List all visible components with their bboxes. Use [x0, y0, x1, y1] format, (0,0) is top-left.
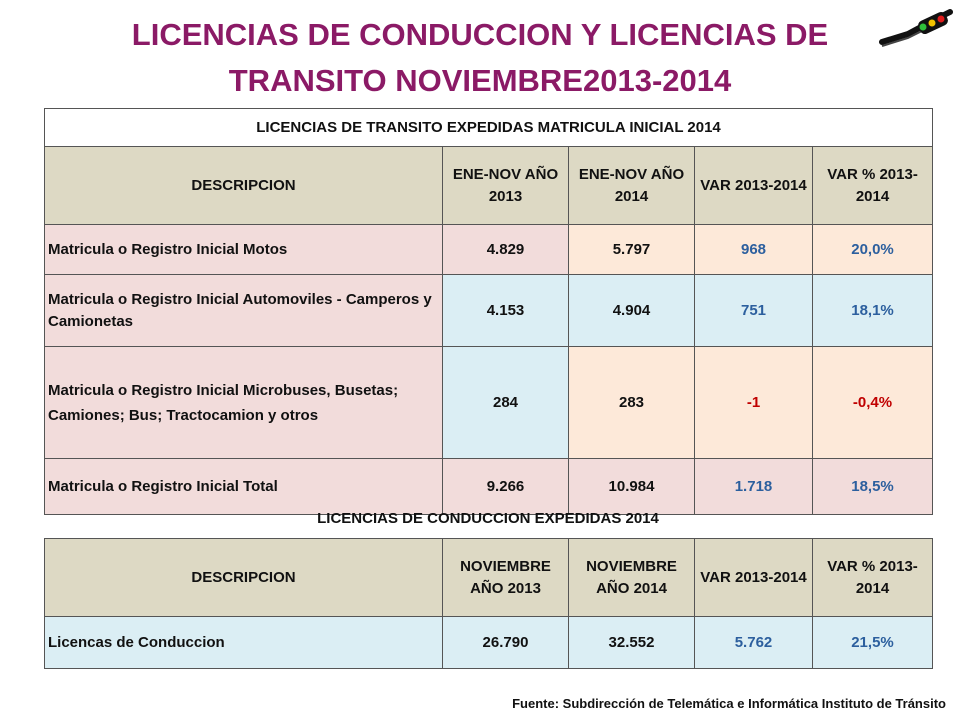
- variation-percent: -0,4%: [811, 346, 934, 459]
- header-description: DESCRIPCION: [44, 538, 443, 617]
- value-2013: 4.829: [442, 224, 569, 275]
- driving-licenses-table: DESCRIPCION NOVIEMBRE AÑO 2013 NOVIEMBRE…: [44, 538, 933, 669]
- table2-caption: LICENCIAS DE CONDUCCION EXPEDIDAS 2014: [317, 510, 659, 527]
- value-2013: 9.266: [442, 458, 569, 515]
- variation-percent: 18,5%: [811, 458, 934, 515]
- value-2013: 284: [442, 346, 569, 459]
- traffic-light-logo-icon: [879, 9, 953, 47]
- row-description: Matricula o Registro Inicial Motos: [44, 224, 443, 275]
- value-2014: 5.797: [568, 224, 695, 275]
- variation-percent: 21,5%: [812, 616, 933, 669]
- row-description: Licencas de Conduccion: [44, 616, 443, 669]
- value-2013: 4.153: [442, 274, 569, 347]
- variation-percent: 18,1%: [811, 274, 934, 347]
- page-title: LICENCIAS DE CONDUCCION Y LICENCIAS DE T…: [60, 12, 900, 104]
- row-description: Matricula o Registro Inicial Automoviles…: [44, 274, 443, 347]
- header-year-2013: ENE-NOV AÑO 2013: [442, 146, 569, 225]
- table-row: Licencas de Conduccion 26.790 32.552 5.7…: [44, 616, 933, 669]
- header-variation: VAR 2013-2014: [694, 538, 813, 617]
- value-2013: 26.790: [442, 616, 569, 669]
- row-description: Matricula o Registro Inicial Total: [44, 458, 443, 515]
- variation: 751: [694, 274, 813, 347]
- variation: -1: [694, 346, 813, 459]
- value-2014: 10.984: [568, 458, 695, 515]
- variation-percent: 20,0%: [811, 224, 934, 275]
- value-2014: 4.904: [568, 274, 695, 347]
- table-row: Matricula o Registro Inicial Microbuses,…: [44, 346, 934, 459]
- variation: 968: [694, 224, 813, 275]
- header-year-2014: ENE-NOV AÑO 2014: [568, 146, 695, 225]
- header-variation: VAR 2013-2014: [694, 146, 813, 225]
- header-variation-percent: VAR % 2013-2014: [811, 146, 934, 225]
- header-november-2013: NOVIEMBRE AÑO 2013: [442, 538, 569, 617]
- header-description: DESCRIPCION: [44, 146, 443, 225]
- table-row: Matricula o Registro Inicial Motos 4.829…: [44, 224, 934, 275]
- title-line-2: TRANSITO NOVIEMBRE2013-2014: [228, 63, 732, 98]
- header-november-2014: NOVIEMBRE AÑO 2014: [568, 538, 695, 617]
- row-description: Matricula o Registro Inicial Microbuses,…: [44, 346, 443, 459]
- title-line-1: LICENCIAS DE CONDUCCION Y LICENCIAS DE: [131, 17, 829, 52]
- header-variation-percent: VAR % 2013-2014: [812, 538, 933, 617]
- value-2014: 283: [568, 346, 695, 459]
- variation: 1.718: [694, 458, 813, 515]
- table-row: Matricula o Registro Inicial Total 9.266…: [44, 458, 934, 515]
- value-2014: 32.552: [568, 616, 695, 669]
- source-footnote: Fuente: Subdirección de Telemática e Inf…: [512, 696, 946, 711]
- variation: 5.762: [694, 616, 813, 669]
- table1-caption: LICENCIAS DE TRANSITO EXPEDIDAS MATRICUL…: [43, 108, 934, 147]
- table-row: Matricula o Registro Inicial Automoviles…: [44, 274, 934, 347]
- transit-licenses-table: LICENCIAS DE TRANSITO EXPEDIDAS MATRICUL…: [43, 108, 934, 515]
